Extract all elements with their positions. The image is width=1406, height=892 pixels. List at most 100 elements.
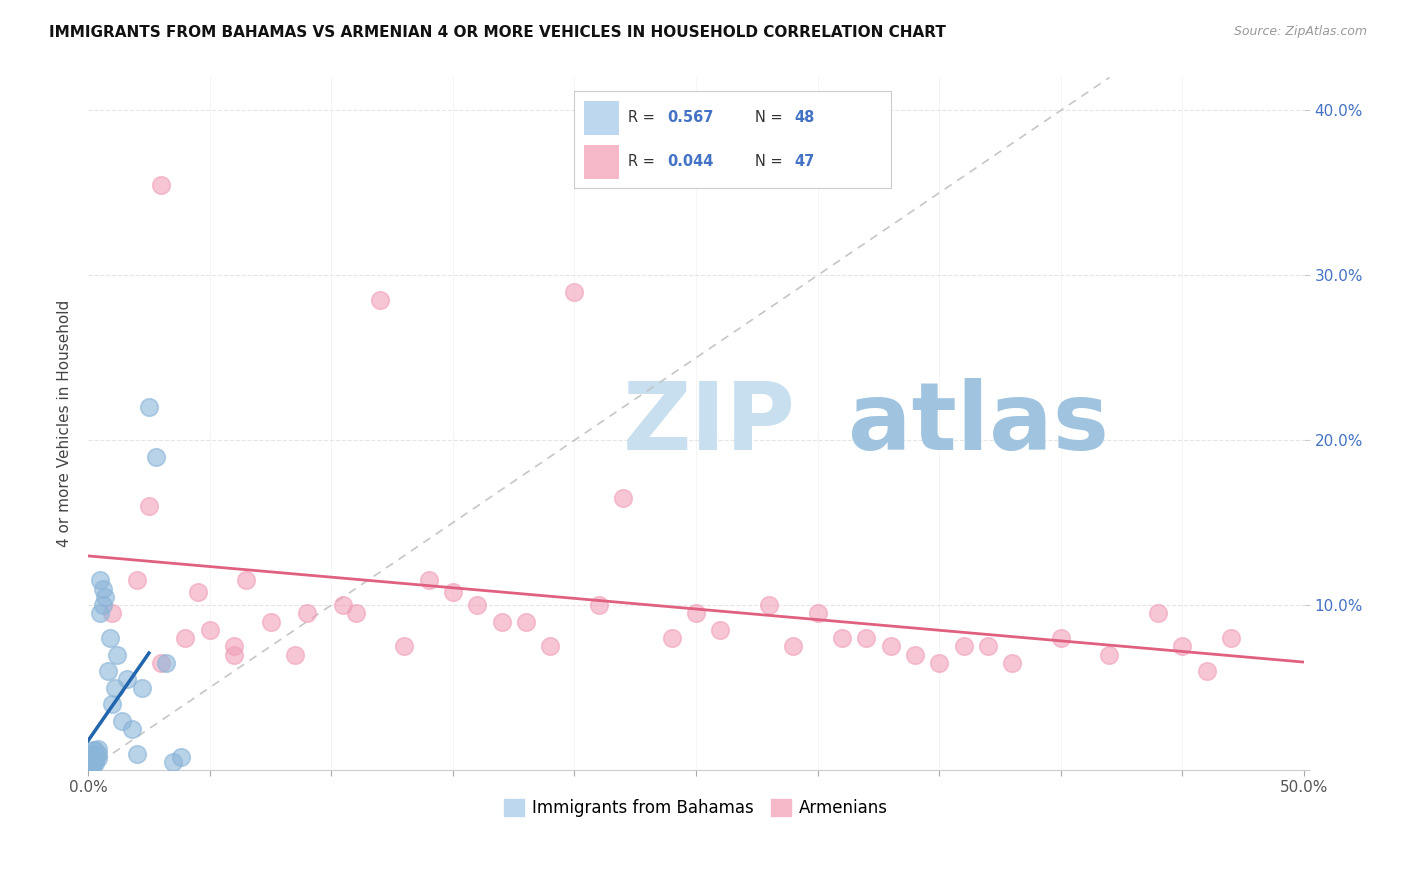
Point [538,640,561,654]
Point [368,293,391,307]
Point [344,607,367,621]
Point [82,751,104,765]
Point [1049,631,1071,645]
Text: IMMIGRANTS FROM BAHAMAS VS ARMENIAN 4 OR MORE VEHICLES IN HOUSEHOLD CORRELATION : IMMIGRANTS FROM BAHAMAS VS ARMENIAN 4 OR… [49,25,946,40]
Point [1001,656,1024,670]
Point [84,756,107,771]
Point [80,748,103,763]
Point [138,499,160,513]
Point [80,758,103,772]
Point [105,648,128,662]
Point [150,178,173,192]
Legend: Immigrants from Bahamas, Armenians: Immigrants from Bahamas, Armenians [498,792,894,824]
Point [82,747,104,761]
Point [91,598,114,612]
Point [977,640,1000,654]
Point [198,623,221,637]
Point [465,598,488,612]
Point [222,640,245,654]
Point [259,615,281,629]
Point [84,753,107,767]
Point [515,615,537,629]
Point [89,574,111,588]
Point [1195,664,1218,678]
Point [807,607,830,621]
Text: atlas: atlas [848,377,1109,470]
Point [661,631,683,645]
Point [80,756,103,771]
Point [101,697,124,711]
Point [89,607,111,621]
Point [79,755,101,769]
Point [491,615,513,629]
Point [111,714,134,728]
Point [904,648,927,662]
Point [222,648,245,662]
Point [685,607,707,621]
Point [952,640,974,654]
Point [394,640,416,654]
Point [82,743,104,757]
Point [97,664,120,678]
Point [928,656,950,670]
Point [84,743,107,757]
Point [79,758,101,772]
Point [79,760,101,774]
Point [79,756,101,771]
Point [1098,648,1121,662]
Point [612,491,634,505]
Point [1171,640,1194,654]
Point [79,753,101,767]
Point [709,623,731,637]
Point [87,751,110,765]
Point [82,758,104,772]
Point [441,585,464,599]
Point [138,401,160,415]
Point [84,748,107,763]
Point [104,681,127,695]
Point [418,574,440,588]
Point [782,640,804,654]
Point [169,749,191,764]
Point [155,656,177,670]
Point [295,607,318,621]
Point [94,590,117,604]
Point [855,631,877,645]
Point [83,755,105,769]
Point [79,753,101,767]
Point [1220,631,1243,645]
Point [174,631,197,645]
Point [125,747,148,761]
Point [162,755,184,769]
Point [758,598,780,612]
Point [187,585,209,599]
Point [235,574,257,588]
Point [98,631,121,645]
Point [879,640,901,654]
Point [831,631,853,645]
Point [82,755,104,769]
Point [87,741,110,756]
Point [564,285,586,299]
Point [79,749,101,764]
Point [121,722,143,736]
Point [87,747,110,761]
Point [125,574,148,588]
Point [83,749,105,764]
Point [80,751,103,765]
Point [332,598,354,612]
Point [131,681,153,695]
Point [150,656,173,670]
Text: Source: ZipAtlas.com: Source: ZipAtlas.com [1233,25,1367,38]
Point [284,648,307,662]
Y-axis label: 4 or more Vehicles in Household: 4 or more Vehicles in Household [58,300,72,548]
Point [91,582,114,596]
Point [145,450,167,464]
Point [588,598,610,612]
Point [79,760,101,774]
Point [79,756,101,771]
Point [80,753,103,767]
Text: ZIP: ZIP [623,377,796,470]
Point [1147,607,1170,621]
Point [115,673,138,687]
